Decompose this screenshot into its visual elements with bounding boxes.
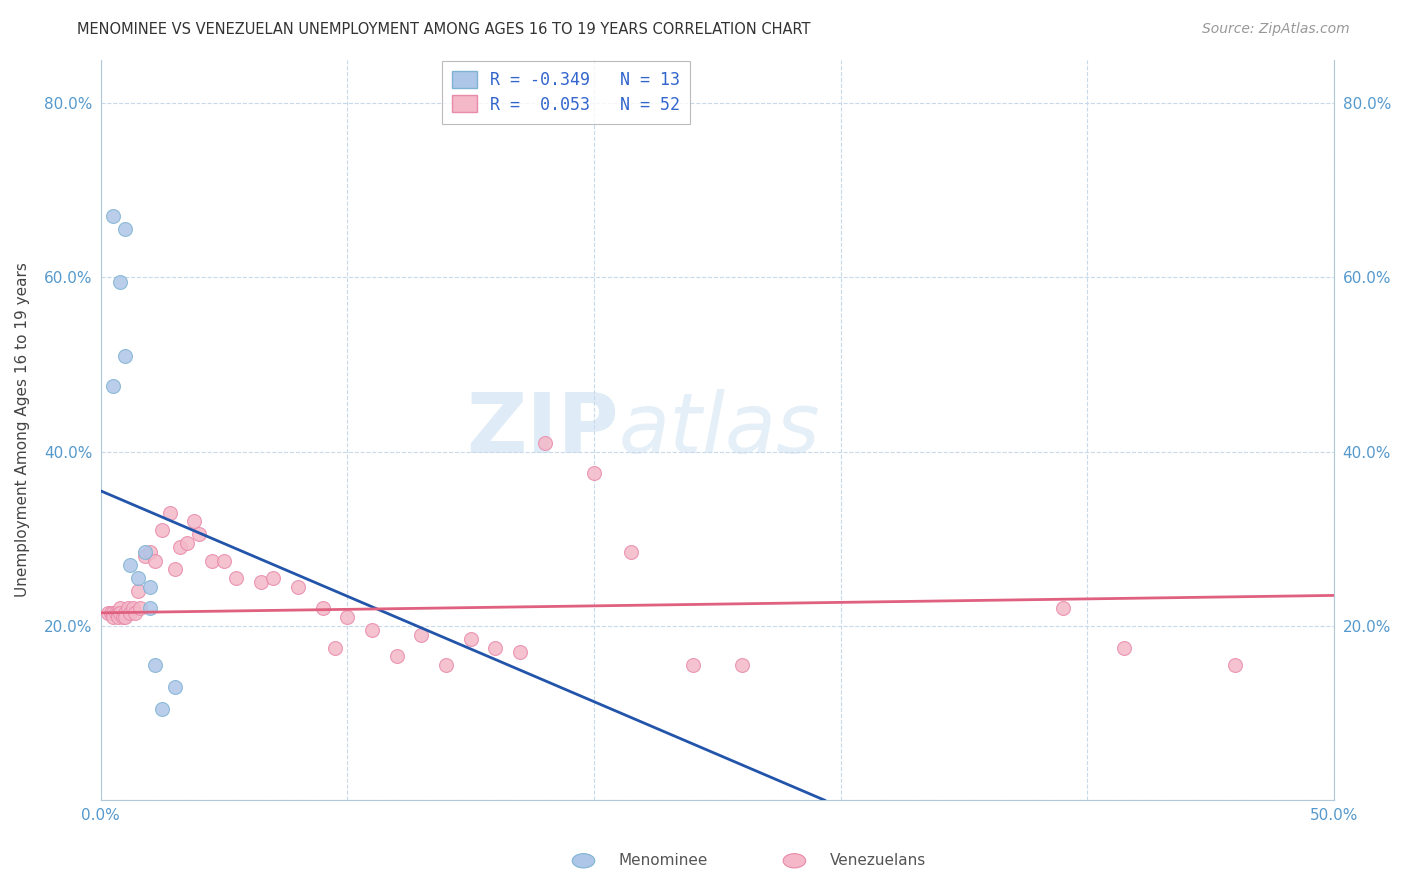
Point <box>114 222 136 236</box>
Point <box>159 506 181 520</box>
Point <box>682 658 704 673</box>
Point <box>583 467 606 481</box>
Point <box>120 558 142 572</box>
Point <box>134 545 156 559</box>
Point <box>97 606 120 620</box>
Point <box>114 349 136 363</box>
Point <box>143 658 166 673</box>
Point <box>101 610 124 624</box>
Point <box>201 553 224 567</box>
Point <box>120 606 142 620</box>
Circle shape <box>783 854 806 868</box>
Point <box>1114 640 1136 655</box>
Point <box>287 580 309 594</box>
Text: Menominee: Menominee <box>619 854 709 868</box>
Text: MENOMINEE VS VENEZUELAN UNEMPLOYMENT AMONG AGES 16 TO 19 YEARS CORRELATION CHART: MENOMINEE VS VENEZUELAN UNEMPLOYMENT AMO… <box>77 22 811 37</box>
Point <box>411 627 433 641</box>
Point <box>101 210 124 224</box>
Point <box>121 601 143 615</box>
Point <box>225 571 247 585</box>
Point <box>114 610 136 624</box>
Text: ZIP: ZIP <box>467 390 619 470</box>
Point <box>107 610 129 624</box>
Point <box>110 606 132 620</box>
Point <box>262 571 284 585</box>
Point <box>114 606 136 620</box>
Point <box>361 624 384 638</box>
Point <box>127 571 149 585</box>
Point <box>434 658 457 673</box>
Point <box>143 553 166 567</box>
Point <box>127 584 149 599</box>
Point <box>107 606 129 620</box>
Y-axis label: Unemployment Among Ages 16 to 19 years: Unemployment Among Ages 16 to 19 years <box>15 262 30 598</box>
Text: Venezuelans: Venezuelans <box>830 854 925 868</box>
Point <box>323 640 346 655</box>
Text: atlas: atlas <box>619 390 820 470</box>
Point <box>111 610 134 624</box>
Point <box>152 701 174 715</box>
Point <box>134 549 156 564</box>
Point <box>212 553 235 567</box>
Point <box>101 606 124 620</box>
Point <box>312 601 335 615</box>
Point <box>163 562 186 576</box>
Point <box>250 575 273 590</box>
Point <box>385 649 408 664</box>
Point <box>117 601 139 615</box>
Point <box>183 514 205 528</box>
Point <box>163 680 186 694</box>
Point <box>139 545 162 559</box>
Legend: R = -0.349   N = 13, R =  0.053   N = 52: R = -0.349 N = 13, R = 0.053 N = 52 <box>441 61 690 123</box>
Point <box>460 632 482 646</box>
Point <box>336 610 359 624</box>
Text: Source: ZipAtlas.com: Source: ZipAtlas.com <box>1202 22 1350 37</box>
Point <box>129 601 152 615</box>
Point <box>169 541 191 555</box>
Point <box>110 601 132 615</box>
Point <box>139 601 162 615</box>
Circle shape <box>572 854 595 868</box>
Point <box>101 379 124 393</box>
Point <box>533 436 555 450</box>
Point <box>104 606 127 620</box>
Point <box>188 527 211 541</box>
Point <box>1225 658 1247 673</box>
Point <box>139 580 162 594</box>
Point <box>731 658 754 673</box>
Point <box>1052 601 1074 615</box>
Point <box>620 545 643 559</box>
Point <box>110 275 132 289</box>
Point <box>509 645 531 659</box>
Point <box>100 606 122 620</box>
Point <box>124 606 146 620</box>
Point <box>152 523 174 537</box>
Point <box>176 536 198 550</box>
Point <box>484 640 506 655</box>
